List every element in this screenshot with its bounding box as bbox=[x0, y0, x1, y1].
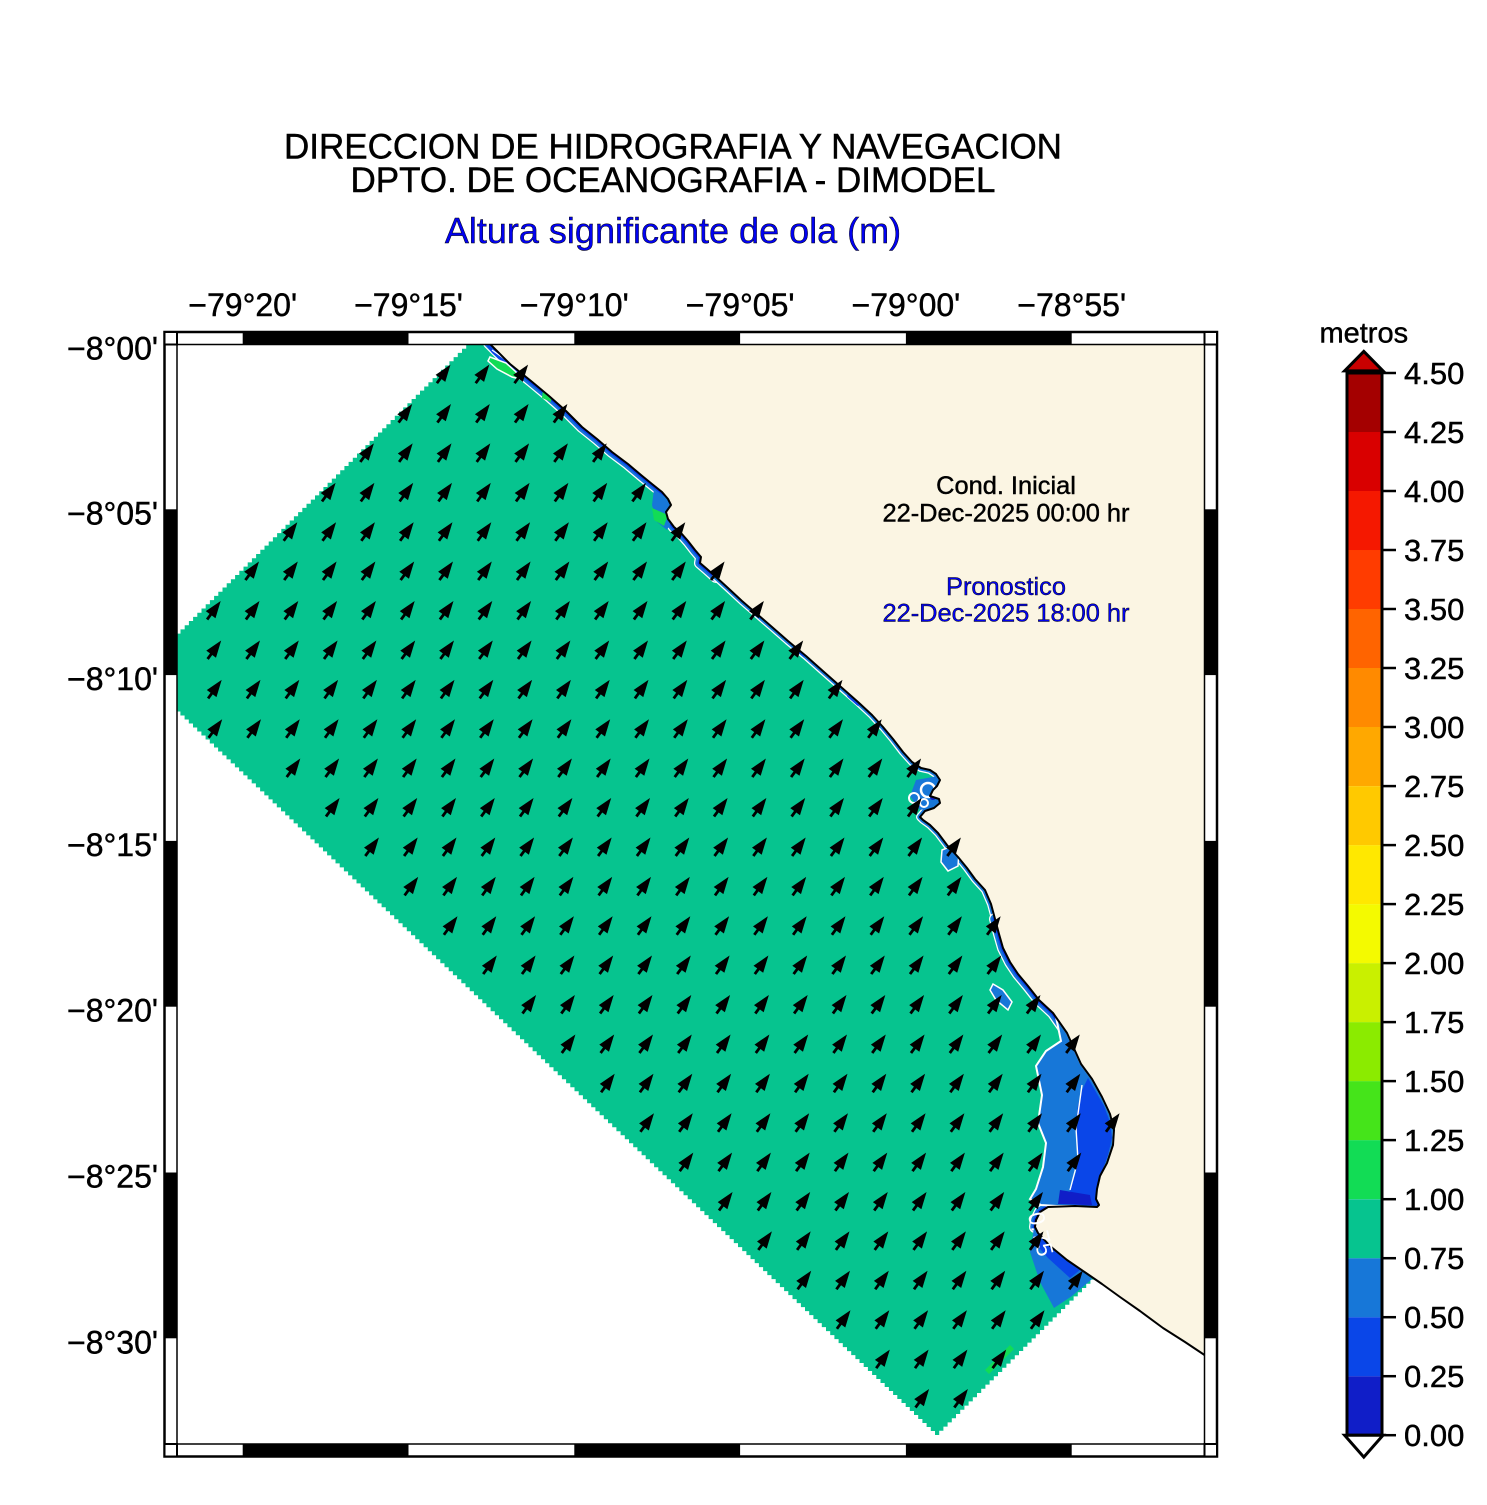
svg-text:1.00: 1.00 bbox=[1404, 1182, 1464, 1217]
svg-text:1.25: 1.25 bbox=[1404, 1123, 1464, 1158]
svg-text:−8°10': −8°10' bbox=[67, 661, 158, 697]
svg-text:2.25: 2.25 bbox=[1404, 887, 1464, 922]
svg-text:3.75: 3.75 bbox=[1404, 533, 1464, 568]
svg-text:Pronostico: Pronostico bbox=[946, 573, 1066, 601]
svg-text:metros: metros bbox=[1319, 318, 1408, 350]
svg-text:DPTO. DE OCEANOGRAFIA - DIMODE: DPTO. DE OCEANOGRAFIA - DIMODEL bbox=[350, 161, 995, 200]
svg-text:−8°05': −8°05' bbox=[67, 495, 158, 531]
svg-text:22-Dec-2025 18:00 hr: 22-Dec-2025 18:00 hr bbox=[882, 599, 1130, 627]
svg-text:−8°15': −8°15' bbox=[67, 827, 158, 863]
svg-text:Cond. Inicial: Cond. Inicial bbox=[936, 472, 1076, 500]
svg-text:0.25: 0.25 bbox=[1404, 1359, 1464, 1394]
svg-text:−79°10': −79°10' bbox=[520, 287, 629, 323]
svg-text:3.25: 3.25 bbox=[1404, 651, 1464, 686]
svg-text:−79°20': −79°20' bbox=[188, 287, 297, 323]
svg-text:2.50: 2.50 bbox=[1404, 828, 1464, 863]
svg-text:−78°55': −78°55' bbox=[1017, 287, 1126, 323]
svg-text:DIRECCION DE HIDROGRAFIA Y NAV: DIRECCION DE HIDROGRAFIA Y NAVEGACION bbox=[284, 128, 1062, 167]
svg-text:0.75: 0.75 bbox=[1404, 1241, 1464, 1276]
svg-text:1.50: 1.50 bbox=[1404, 1064, 1464, 1099]
svg-text:−79°05': −79°05' bbox=[686, 287, 795, 323]
svg-text:Altura significante de ola (m): Altura significante de ola (m) bbox=[445, 210, 901, 251]
svg-text:−8°25': −8°25' bbox=[67, 1159, 158, 1195]
svg-text:3.00: 3.00 bbox=[1404, 710, 1464, 745]
svg-text:−8°00': −8°00' bbox=[67, 331, 158, 367]
svg-text:−79°15': −79°15' bbox=[354, 287, 463, 323]
svg-text:−79°00': −79°00' bbox=[852, 287, 961, 323]
svg-text:2.75: 2.75 bbox=[1404, 769, 1464, 804]
svg-text:4.25: 4.25 bbox=[1404, 415, 1464, 450]
svg-text:−8°20': −8°20' bbox=[67, 993, 158, 1029]
svg-text:2.00: 2.00 bbox=[1404, 946, 1464, 981]
svg-text:−8°30': −8°30' bbox=[67, 1324, 158, 1360]
svg-text:4.50: 4.50 bbox=[1404, 356, 1464, 391]
svg-text:0.50: 0.50 bbox=[1404, 1300, 1464, 1335]
svg-text:0.00: 0.00 bbox=[1404, 1418, 1464, 1453]
svg-text:1.75: 1.75 bbox=[1404, 1005, 1464, 1040]
svg-text:4.00: 4.00 bbox=[1404, 474, 1464, 509]
svg-text:3.50: 3.50 bbox=[1404, 592, 1464, 627]
svg-text:22-Dec-2025 00:00 hr: 22-Dec-2025 00:00 hr bbox=[882, 499, 1130, 527]
